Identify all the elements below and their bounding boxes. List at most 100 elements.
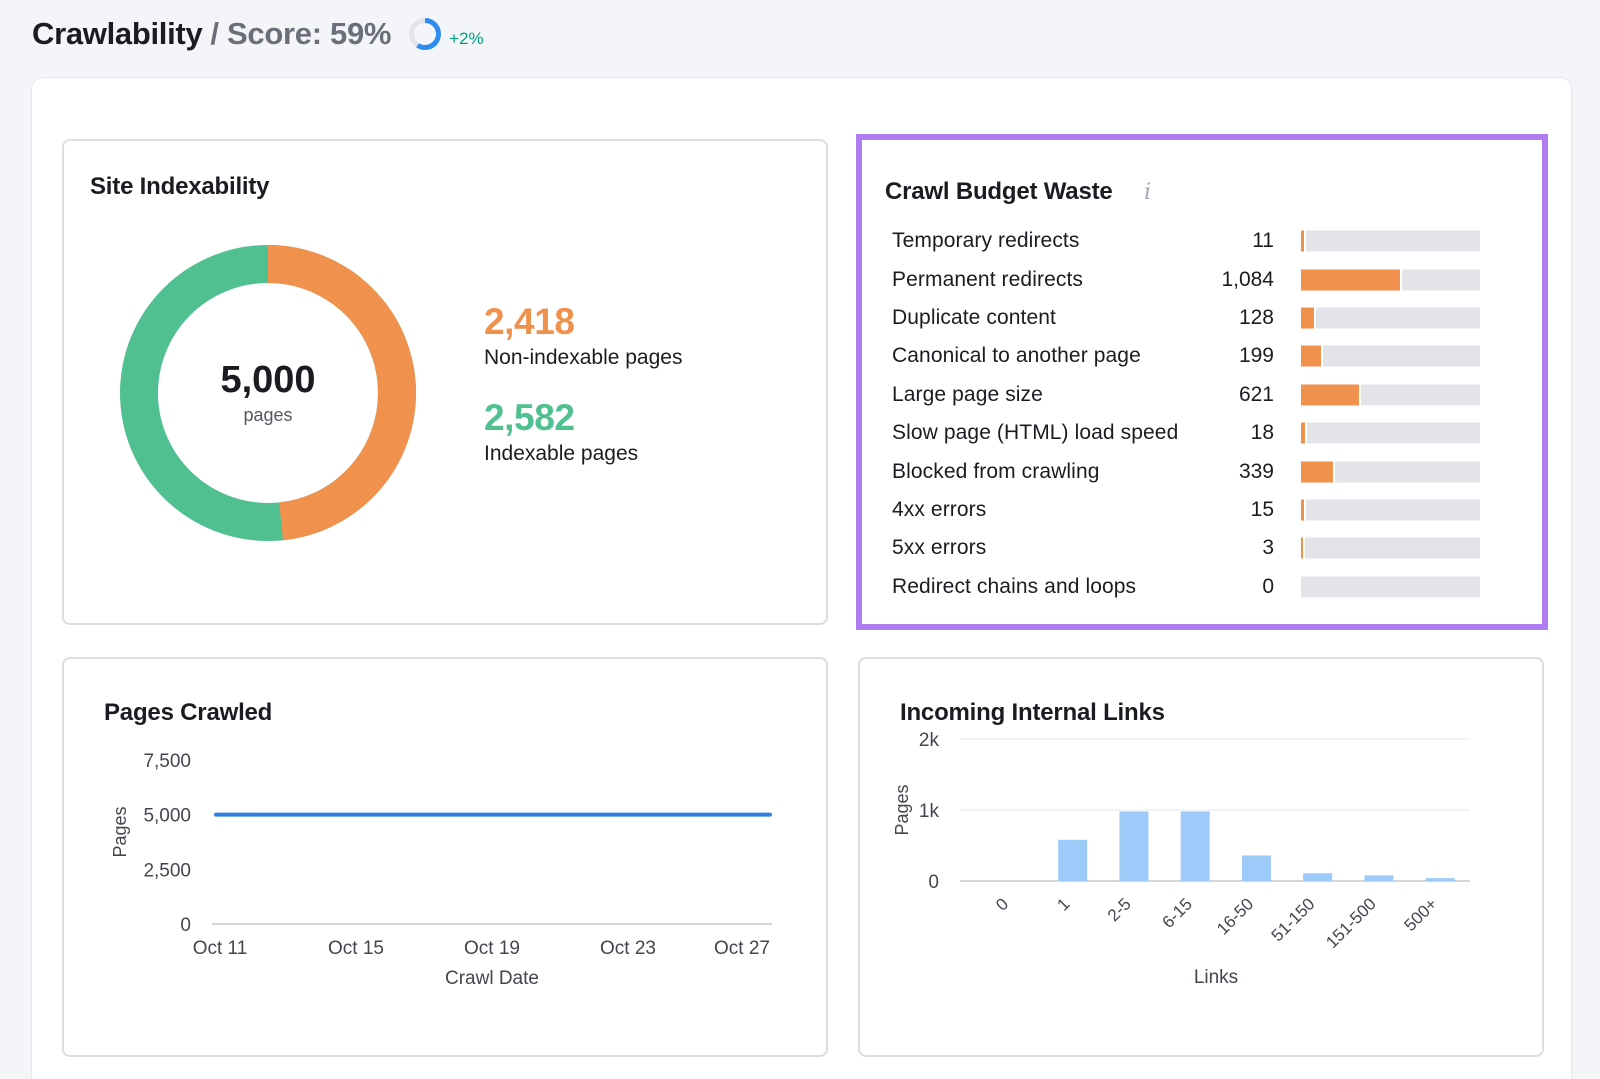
indexable-value[interactable]: 2,582	[484, 397, 575, 438]
waste-bar-track	[1301, 537, 1480, 559]
x-tick-label: Oct 11	[193, 938, 248, 959]
waste-bar-track	[1301, 384, 1480, 406]
waste-row[interactable]: Blocked from crawling 339	[892, 452, 1522, 490]
crawl-budget-waste-card: Crawl Budget Waste i Temporary redirects…	[856, 134, 1548, 630]
waste-row[interactable]: Redirect chains and loops 0	[892, 568, 1522, 606]
waste-bar-track	[1301, 422, 1480, 444]
x-axis-title: Crawl Date	[445, 968, 539, 989]
x-tick-label: 16-50	[1213, 894, 1257, 938]
waste-row-count[interactable]: 11	[1252, 229, 1274, 253]
waste-bar-fill	[1301, 230, 1306, 252]
waste-row-label[interactable]: Blocked from crawling	[892, 459, 1100, 483]
waste-bar-fill	[1301, 384, 1361, 406]
waste-row[interactable]: 5xx errors 3	[892, 529, 1522, 567]
y-tick-label: 1k	[919, 801, 940, 822]
page-header: Crawlability / Score: 59% +2%	[32, 14, 484, 54]
waste-bar-track	[1301, 230, 1480, 252]
waste-row[interactable]: Large page size 621	[892, 376, 1522, 414]
y-tick-label: 0	[928, 872, 939, 893]
waste-row-count[interactable]: 199	[1238, 344, 1274, 368]
waste-row-count[interactable]: 18	[1250, 421, 1274, 445]
y-tick-label: 2k	[919, 730, 940, 751]
waste-row-label[interactable]: Large page size	[892, 382, 1043, 406]
waste-row-count[interactable]: 621	[1238, 382, 1274, 406]
incoming-internal-links-card: Incoming Internal Links 0 1k 2k 0 1 2-5 6-15 16…	[858, 657, 1544, 1057]
waste-bar-fill	[1301, 269, 1403, 291]
score-delta: +2%	[449, 29, 484, 48]
waste-bar-track	[1301, 461, 1480, 483]
waste-row[interactable]: Permanent redirects 1,084	[892, 260, 1522, 298]
pages-crawled-card: Pages Crawled 0 2,500 5,000 7,500 Oct 11 Oct …	[62, 657, 828, 1057]
x-tick-label: Oct 19	[464, 938, 520, 959]
waste-row[interactable]: Duplicate content 128	[892, 299, 1522, 337]
incoming-links-chart[interactable]: 0 1k 2k 0 1 2-5 6-15 16-50 51-150 151-500 500+ Link…	[860, 659, 1542, 1055]
pages-crawled-title: Pages Crawled	[104, 699, 273, 726]
waste-bar-fill	[1301, 307, 1317, 329]
site-indexability-title: Site Indexability	[90, 173, 270, 200]
title-separator: /	[210, 16, 220, 51]
x-tick-label: 2-5	[1104, 894, 1135, 925]
x-axis-title: Links	[1194, 967, 1238, 988]
score-ring-icon	[409, 18, 442, 50]
waste-row-label[interactable]: Permanent redirects	[892, 267, 1083, 291]
waste-row-label[interactable]: Canonical to another page	[892, 344, 1141, 368]
crawl-budget-waste-title: Crawl Budget Waste	[885, 178, 1113, 205]
x-tick-label: Oct 23	[600, 938, 656, 959]
indexable-label: Indexable pages	[484, 442, 639, 465]
waste-bar-fill	[1301, 345, 1323, 367]
bar	[1364, 875, 1394, 881]
non-indexable-stat[interactable]: 2,418 Non-indexable pages	[484, 303, 682, 370]
total-pages-label: pages	[243, 404, 293, 425]
non-indexable-label: Non-indexable pages	[484, 346, 683, 369]
waste-bar-fill	[1301, 461, 1336, 483]
non-indexable-value[interactable]: 2,418	[484, 301, 575, 342]
pages-crawled-chart[interactable]: 0 2,500 5,000 7,500 Oct 11 Oct 15 Oct 19 Oct 23…	[64, 659, 826, 1055]
x-tick-label: 500+	[1401, 894, 1442, 935]
waste-bar-track	[1301, 499, 1480, 521]
indexability-donut[interactable]	[120, 245, 416, 541]
waste-bar-track	[1301, 307, 1480, 329]
x-tick-label: Oct 27	[714, 938, 770, 959]
waste-row-label[interactable]: Temporary redirects	[892, 229, 1080, 253]
bar	[1119, 811, 1149, 881]
waste-bar-track	[1301, 269, 1480, 291]
bar	[1303, 873, 1333, 881]
x-tick-label: 0	[992, 894, 1012, 914]
waste-bar-track	[1301, 345, 1480, 367]
site-indexability-card[interactable]: Site Indexability 5,000 pages 2,418 Non-…	[62, 139, 828, 625]
info-icon[interactable]: i	[1144, 180, 1152, 205]
waste-row[interactable]: Slow page (HTML) load speed 18	[892, 414, 1522, 452]
score-label: Score: 59%	[227, 16, 392, 51]
waste-row-count[interactable]: 3	[1262, 536, 1274, 560]
waste-row-label[interactable]: 5xx errors	[892, 536, 987, 560]
waste-row-count[interactable]: 339	[1238, 459, 1274, 483]
waste-bar-track	[1301, 576, 1480, 598]
waste-row-count[interactable]: 1,084	[1221, 267, 1274, 291]
waste-row-label[interactable]: 4xx errors	[892, 497, 987, 521]
waste-bar-fill	[1301, 537, 1306, 559]
y-axis-title: Pages	[110, 806, 130, 857]
waste-bar-fill	[1301, 499, 1307, 521]
y-axis-title: Pages	[892, 784, 912, 835]
bar	[1180, 811, 1210, 881]
waste-row-label[interactable]: Slow page (HTML) load speed	[892, 421, 1179, 445]
bar	[1425, 878, 1455, 881]
x-tick-label: 1	[1053, 894, 1073, 914]
y-tick-label: 7,500	[143, 751, 191, 772]
y-tick-label: 0	[180, 915, 191, 936]
y-tick-label: 2,500	[143, 860, 191, 881]
waste-list: Temporary redirects 11 Permanent redirec…	[892, 222, 1522, 606]
waste-row-count[interactable]: 0	[1262, 574, 1274, 598]
x-tick-label: 51-150	[1268, 894, 1319, 945]
waste-row-label[interactable]: Redirect chains and loops	[892, 574, 1137, 598]
waste-row[interactable]: Temporary redirects 11	[892, 222, 1522, 260]
y-tick-label: 5,000	[143, 806, 191, 827]
waste-row[interactable]: 4xx errors 15	[892, 491, 1522, 529]
indexable-stat[interactable]: 2,582 Indexable pages	[484, 399, 638, 466]
waste-row[interactable]: Canonical to another page 199	[892, 337, 1522, 375]
donut-center: 5,000 pages	[120, 245, 416, 541]
waste-row-count[interactable]: 128	[1238, 305, 1274, 329]
waste-row-label[interactable]: Duplicate content	[892, 305, 1056, 329]
waste-row-count[interactable]: 15	[1250, 497, 1274, 521]
donut-segment-non-indexable[interactable]	[120, 245, 416, 541]
